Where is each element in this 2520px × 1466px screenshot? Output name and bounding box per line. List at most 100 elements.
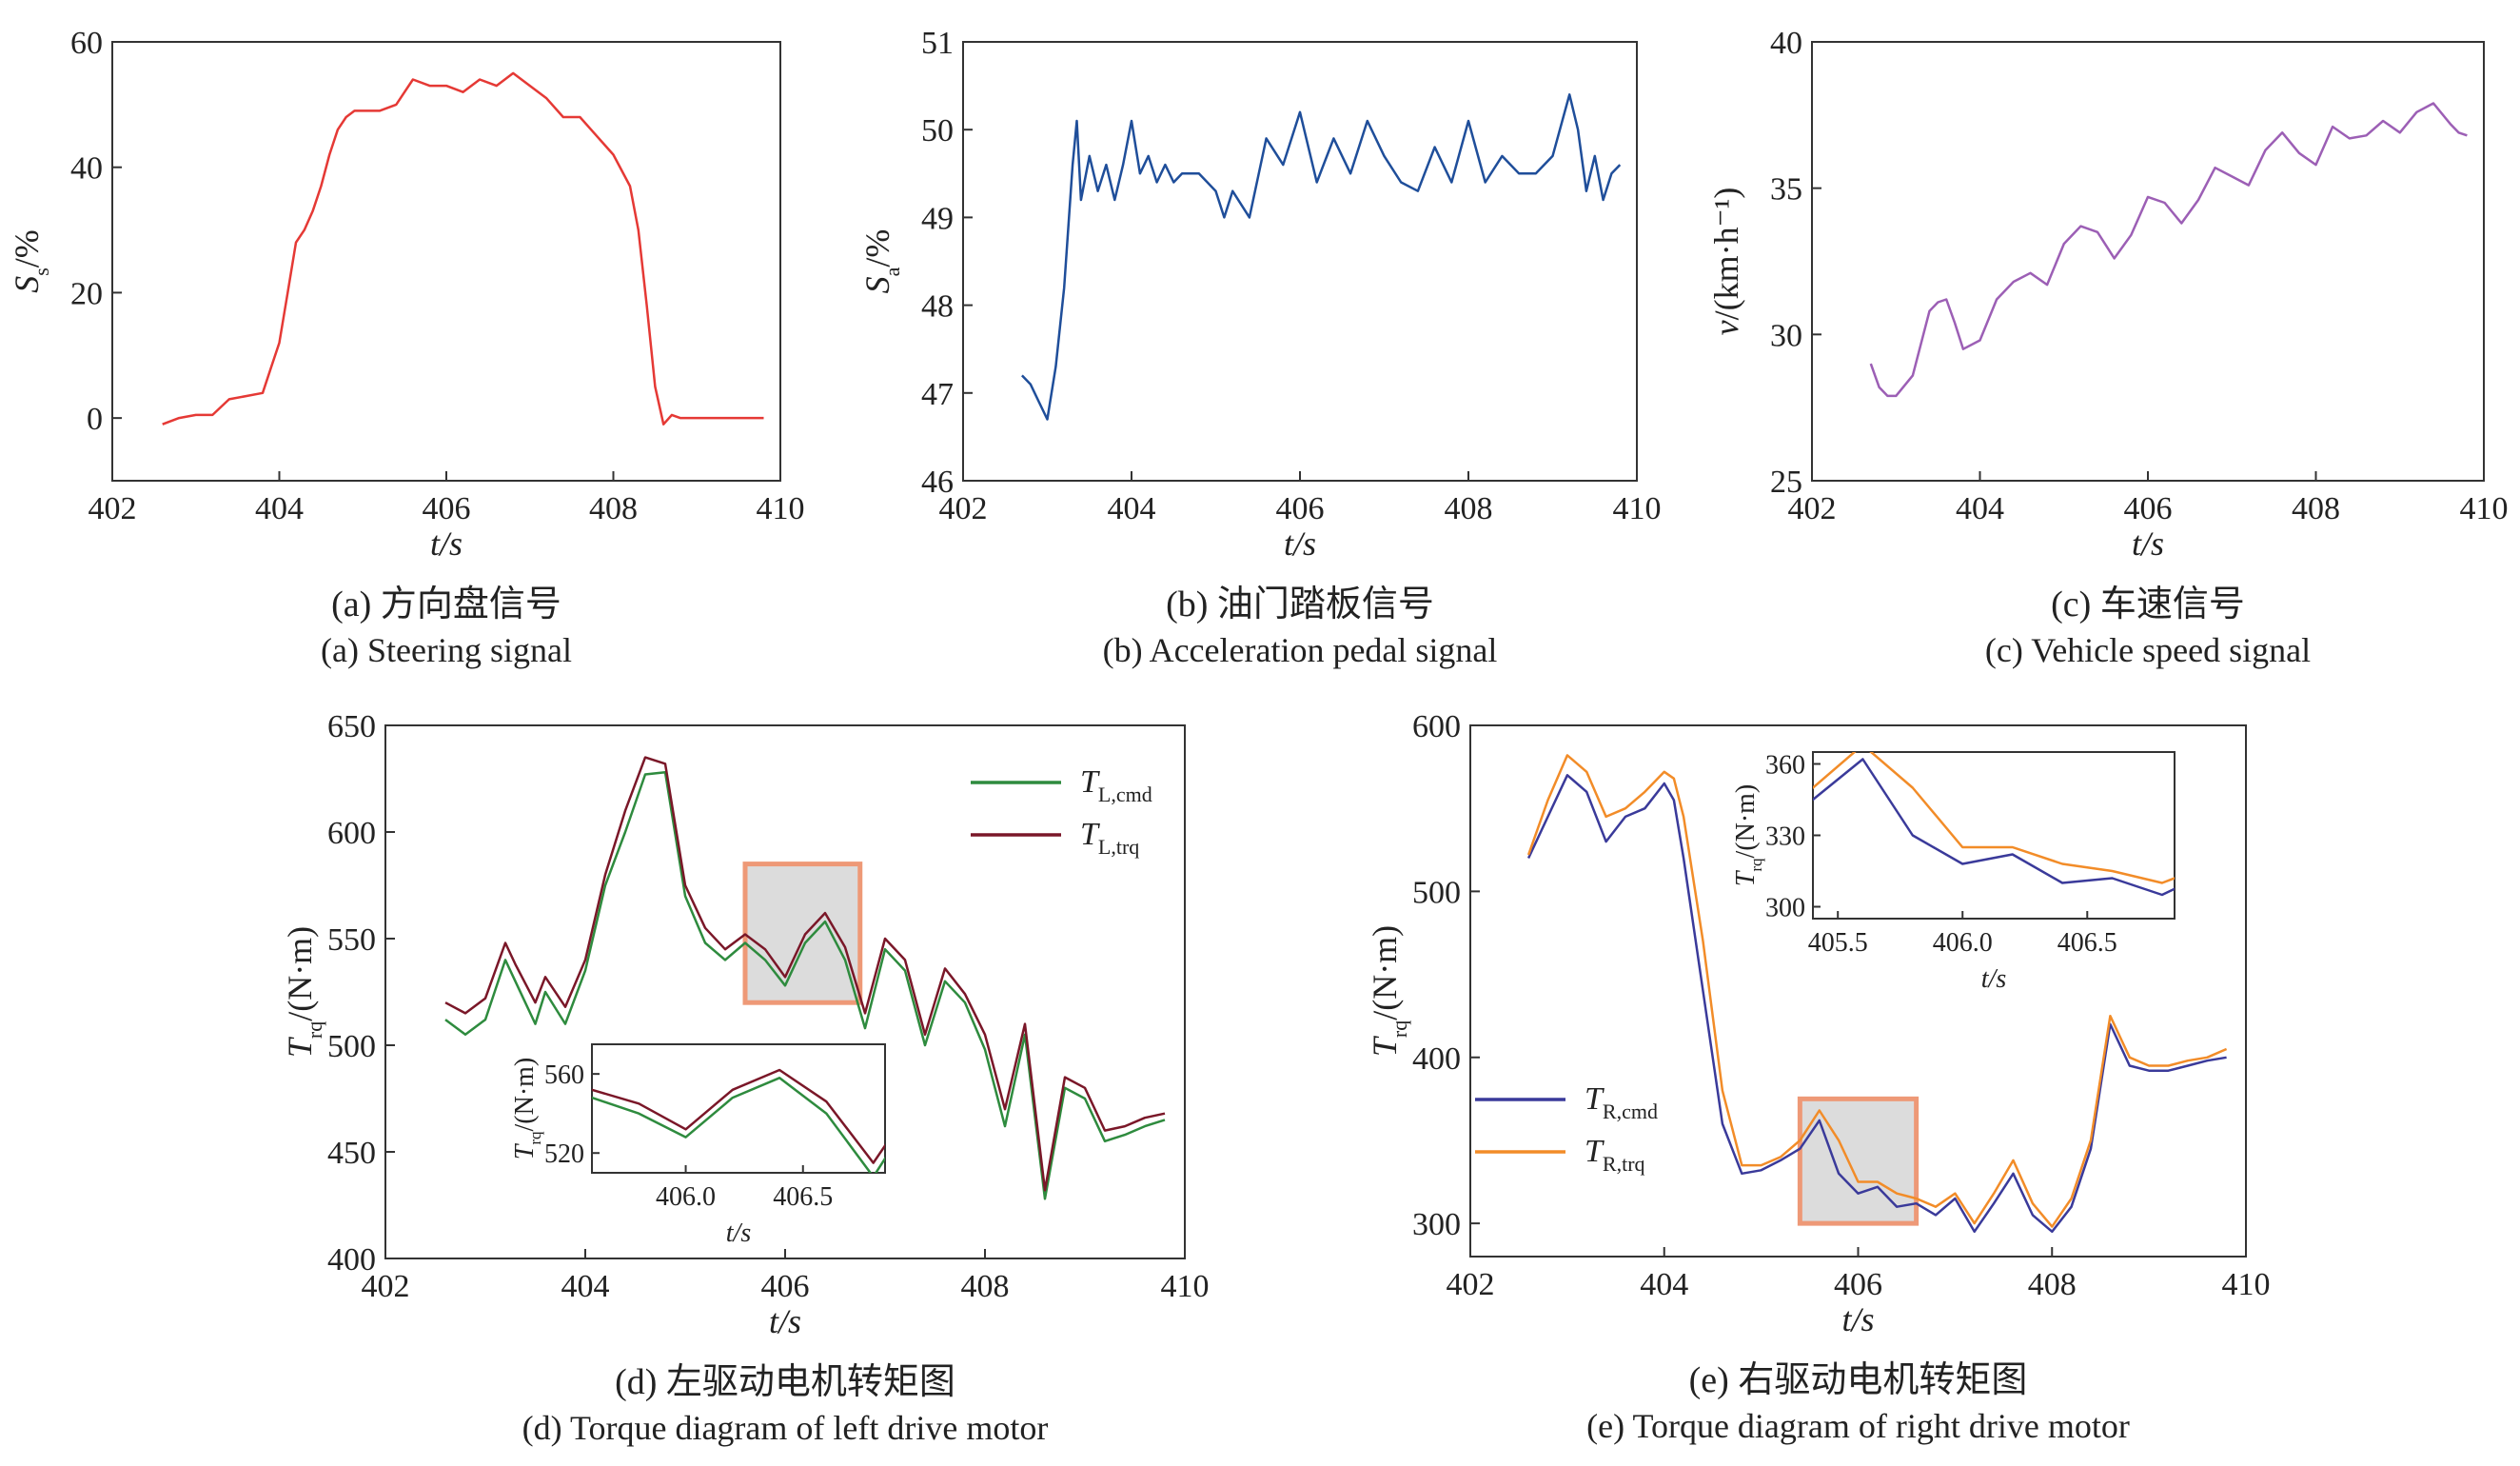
legend-name-sub: R,trq xyxy=(1603,1152,1645,1176)
series-line-a-0 xyxy=(162,71,764,426)
legend-name-main: T xyxy=(1080,817,1100,852)
ylabel-sub: a xyxy=(880,267,904,276)
ylabel-main: v xyxy=(1707,320,1745,335)
x-tick-label: 408 xyxy=(2028,1267,2077,1302)
inset-ylabel-main: T xyxy=(510,1142,540,1159)
plot-frame xyxy=(1811,41,2485,482)
caption-en: (c) Vehicle speed signal xyxy=(1985,631,2311,669)
y-axis-label-c-text: v/(km·h⁻¹) xyxy=(1707,188,1745,336)
x-tick-label: 404 xyxy=(1640,1267,1688,1302)
inset-plot-area xyxy=(1813,752,2175,897)
caption-cn: (d) 左驱动电机转矩图 xyxy=(615,1362,955,1402)
y-axis-label-d: Trq/(N·m) xyxy=(281,926,326,1058)
inset-x-tick-label: 405.5 xyxy=(1808,928,1868,958)
ylabel-sub: s xyxy=(30,267,53,276)
y-tick-label: 0 xyxy=(87,402,103,437)
inset-y-axis-label-e: Trq/(N·m) xyxy=(1731,784,1765,887)
x-tick-label: 402 xyxy=(1447,1267,1495,1302)
x-tick-label: 404 xyxy=(255,491,304,526)
inset-d: 406.0 406.5 520 560 t/s Trq/(N·m) xyxy=(510,1043,886,1248)
zoom-highlight-box xyxy=(1797,1096,1920,1226)
legend-entry: TR,cmd xyxy=(1585,1081,1658,1123)
x-tick-label: 404 xyxy=(1108,491,1156,526)
y-tick-label: 500 xyxy=(327,1029,376,1064)
inset-x-tick-label: 406.5 xyxy=(773,1182,833,1212)
x-tick-label: 410 xyxy=(1161,1269,1210,1304)
y-axis-label-e: Trq/(N·m) xyxy=(1366,925,1411,1057)
y-axis-label-b: Sa/% xyxy=(858,229,904,294)
x-tick-label: 402 xyxy=(89,491,137,526)
inset-series-line-d-1 xyxy=(592,1068,885,1164)
caption-en: (e) Torque diagram of right drive motor xyxy=(1586,1407,2130,1445)
x-axis-label: t/s xyxy=(1841,1300,1874,1338)
series-line-d-1 xyxy=(444,756,1166,1192)
y-tick-label: 300 xyxy=(1412,1207,1461,1242)
legend-name-sub: R,cmd xyxy=(1603,1100,1658,1123)
inset-plot-area xyxy=(592,1068,885,1173)
y-tick-label: 20 xyxy=(70,276,103,311)
plot-area xyxy=(1869,102,2468,398)
x-tick-label: 408 xyxy=(961,1269,1010,1304)
x-tick-label: 406 xyxy=(761,1269,810,1304)
legend-entry: TL,cmd xyxy=(1080,764,1152,806)
y-tick-label: 40 xyxy=(1770,26,1802,61)
y-tick-label: 48 xyxy=(921,289,954,325)
chart-b: 402 404 406 408 410 46 47 48 49 50 51 t/s (b) 油门踏板信号… xyxy=(921,26,1662,669)
legend-entry: TR,trq xyxy=(1585,1134,1645,1176)
inset-x-tick-label: 406.0 xyxy=(1933,928,1993,958)
x-tick-label: 410 xyxy=(2460,491,2509,526)
plot-area xyxy=(162,71,764,426)
series-line-e-1 xyxy=(1526,754,2228,1228)
x-tick-label: 408 xyxy=(589,491,638,526)
y-tick-label: 550 xyxy=(327,922,376,958)
caption-en: (d) Torque diagram of left drive motor xyxy=(522,1409,1049,1447)
inset-y-tick-label: 360 xyxy=(1765,751,1805,781)
x-tick-label: 402 xyxy=(1788,491,1837,526)
y-tick-label: 650 xyxy=(327,709,376,744)
y-axis-label-b-text: Sa/% xyxy=(858,229,904,294)
y-tick-label: 600 xyxy=(1412,709,1461,744)
inset-ylabel-unit: /(N·m) xyxy=(1731,784,1761,859)
x-tick-label: 402 xyxy=(362,1269,410,1304)
y-tick-label: 25 xyxy=(1770,465,1802,500)
inset-y-axis-label-text: Trq/(N·m) xyxy=(1731,784,1765,887)
x-tick-label: 408 xyxy=(2292,491,2340,526)
y-axis-label-a: Ss/% xyxy=(8,229,53,293)
inset-x-tick-label: 406.5 xyxy=(2057,928,2117,958)
ylabel-unit: /(N·m) xyxy=(1366,925,1404,1020)
inset-x-tick-label: 406.0 xyxy=(656,1182,716,1212)
series-line-b-0 xyxy=(1021,93,1622,421)
y-tick-label: 40 xyxy=(70,151,103,187)
x-tick-label: 410 xyxy=(757,491,805,526)
inset-y-tick-label: 560 xyxy=(544,1060,584,1090)
y-tick-label: 47 xyxy=(921,377,954,412)
y-tick-label: 50 xyxy=(921,113,954,149)
ylabel-unit: /% xyxy=(8,229,46,267)
x-axis-label: t/s xyxy=(1284,525,1316,563)
plot-area xyxy=(1526,754,2228,1234)
caption-cn: (e) 右驱动电机转矩图 xyxy=(1689,1360,2028,1400)
y-tick-label: 600 xyxy=(327,816,376,851)
inset-y-tick-label: 300 xyxy=(1765,894,1805,923)
series-line-c-0 xyxy=(1869,102,2468,398)
legend-name-main: T xyxy=(1585,1134,1605,1169)
inset-series-line-e-0 xyxy=(1813,758,2175,897)
caption-en: (b) Acceleration pedal signal xyxy=(1103,631,1498,669)
chart-d: 402 404 406 408 410 400 450 500 550 600 650 t/s (d) … xyxy=(327,709,1210,1447)
y-axis-label-a-text: Ss/% xyxy=(8,229,53,293)
series-line-e-0 xyxy=(1526,774,2227,1234)
legend-name-main: T xyxy=(1585,1081,1605,1117)
x-axis-label: t/s xyxy=(2132,525,2164,563)
x-tick-label: 408 xyxy=(1445,491,1493,526)
plot-area xyxy=(444,756,1166,1200)
y-tick-label: 46 xyxy=(921,465,954,500)
y-tick-label: 400 xyxy=(1412,1041,1461,1077)
ylabel-main: T xyxy=(281,1036,319,1058)
ylabel-unit: /% xyxy=(858,229,896,267)
ylabel-sub: rq xyxy=(303,1021,326,1039)
inset-y-axis-label-d: Trq/(N·m) xyxy=(510,1058,544,1160)
x-tick-label: 406 xyxy=(423,491,471,526)
y-axis-label-d-text: Trq/(N·m) xyxy=(281,926,326,1058)
caption-cn: (b) 油门踏板信号 xyxy=(1166,584,1434,624)
